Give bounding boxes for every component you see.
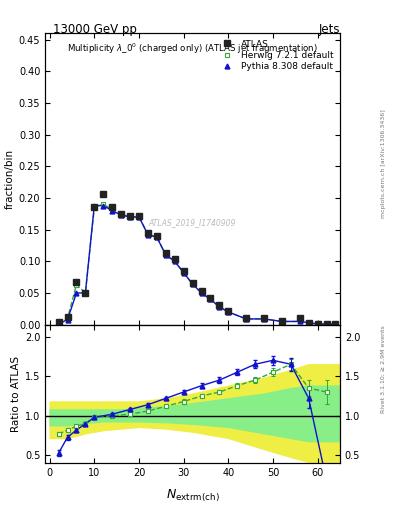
Herwig 7.2.1 default [217,304,222,310]
Pythia 8.308 default [101,202,106,208]
Herwig 7.2.1 default [181,270,186,276]
Herwig 7.2.1 default [56,321,61,327]
Pythia 8.308 default [163,252,168,258]
Text: Jets: Jets [318,23,340,36]
Herwig 7.2.1 default [226,309,231,315]
Pythia 8.308 default [119,212,123,218]
Herwig 7.2.1 default [173,258,177,264]
ATLAS [199,288,204,294]
Herwig 7.2.1 default [163,252,168,258]
Herwig 7.2.1 default [279,318,284,325]
Pythia 8.308 default [333,321,338,327]
Pythia 8.308 default [244,316,248,322]
ATLAS [101,190,106,197]
ATLAS [244,315,248,322]
Herwig 7.2.1 default [137,214,141,220]
Pythia 8.308 default [83,290,88,296]
ATLAS [128,212,132,219]
Herwig 7.2.1 default [190,281,195,287]
Pythia 8.308 default [137,214,141,220]
Herwig 7.2.1 default [128,214,132,220]
ATLAS [208,295,213,301]
Herwig 7.2.1 default [315,321,320,327]
ATLAS [262,315,266,322]
Herwig 7.2.1 default [333,321,338,327]
Herwig 7.2.1 default [199,290,204,296]
Pythia 8.308 default [315,321,320,327]
Pythia 8.308 default [226,309,231,315]
ATLAS [306,321,311,327]
ATLAS [333,321,338,327]
ATLAS [181,268,186,274]
Pythia 8.308 default [56,321,61,327]
Legend: ATLAS, Herwig 7.2.1 default, Pythia 8.308 default: ATLAS, Herwig 7.2.1 default, Pythia 8.30… [214,36,337,75]
Herwig 7.2.1 default [119,211,123,217]
ATLAS [173,257,177,263]
Pythia 8.308 default [65,316,70,323]
ATLAS [226,308,231,314]
Y-axis label: fraction/bin: fraction/bin [5,149,15,209]
Pythia 8.308 default [217,304,222,310]
Herwig 7.2.1 default [74,282,79,288]
Herwig 7.2.1 default [110,206,114,212]
ATLAS [65,314,70,320]
Herwig 7.2.1 default [145,231,150,237]
Pythia 8.308 default [128,214,132,220]
Herwig 7.2.1 default [208,296,213,303]
Pythia 8.308 default [74,290,79,296]
ATLAS [145,230,150,236]
Text: Multiplicity $\lambda\_0^0$ (charged only) (ATLAS jet fragmentation): Multiplicity $\lambda\_0^0$ (charged onl… [67,42,318,56]
Herwig 7.2.1 default [154,234,159,240]
ATLAS [119,211,123,217]
Herwig 7.2.1 default [244,316,248,322]
Pythia 8.308 default [92,202,97,208]
Pythia 8.308 default [298,318,302,325]
Pythia 8.308 default [173,258,177,264]
Line: ATLAS: ATLAS [55,190,339,328]
ATLAS [217,302,222,308]
ATLAS [154,233,159,239]
Pythia 8.308 default [110,207,114,214]
ATLAS [324,321,329,327]
Text: mcplots.cern.ch [arXiv:1306.3436]: mcplots.cern.ch [arXiv:1306.3436] [381,110,386,218]
ATLAS [83,290,88,296]
ATLAS [92,204,97,210]
Y-axis label: Ratio to ATLAS: Ratio to ATLAS [11,356,21,432]
Text: $N_{\mathregular{extrm(ch)}}$: $N_{\mathregular{extrm(ch)}}$ [165,488,220,504]
Pythia 8.308 default [181,270,186,276]
Pythia 8.308 default [262,316,266,322]
ATLAS [137,212,141,219]
Pythia 8.308 default [145,231,150,238]
Herwig 7.2.1 default [101,201,106,207]
Herwig 7.2.1 default [65,315,70,322]
Herwig 7.2.1 default [262,316,266,322]
ATLAS [74,279,79,285]
ATLAS [279,318,284,325]
Line: Herwig 7.2.1 default: Herwig 7.2.1 default [56,202,338,327]
ATLAS [190,280,195,286]
Pythia 8.308 default [208,296,213,303]
Text: Rivet 3.1.10; ≥ 2.9M events: Rivet 3.1.10; ≥ 2.9M events [381,325,386,413]
ATLAS [163,250,168,256]
Pythia 8.308 default [190,281,195,287]
Herwig 7.2.1 default [92,204,97,210]
Pythia 8.308 default [154,234,159,240]
Herwig 7.2.1 default [83,290,88,296]
Line: Pythia 8.308 default: Pythia 8.308 default [56,203,338,327]
ATLAS [298,315,302,322]
Text: 13000 GeV pp: 13000 GeV pp [53,23,137,36]
Herwig 7.2.1 default [298,318,302,325]
Pythia 8.308 default [279,318,284,325]
ATLAS [110,204,114,210]
ATLAS [315,321,320,327]
ATLAS [56,319,61,325]
Pythia 8.308 default [199,290,204,296]
Text: ATLAS_2019_I1740909: ATLAS_2019_I1740909 [149,218,236,227]
